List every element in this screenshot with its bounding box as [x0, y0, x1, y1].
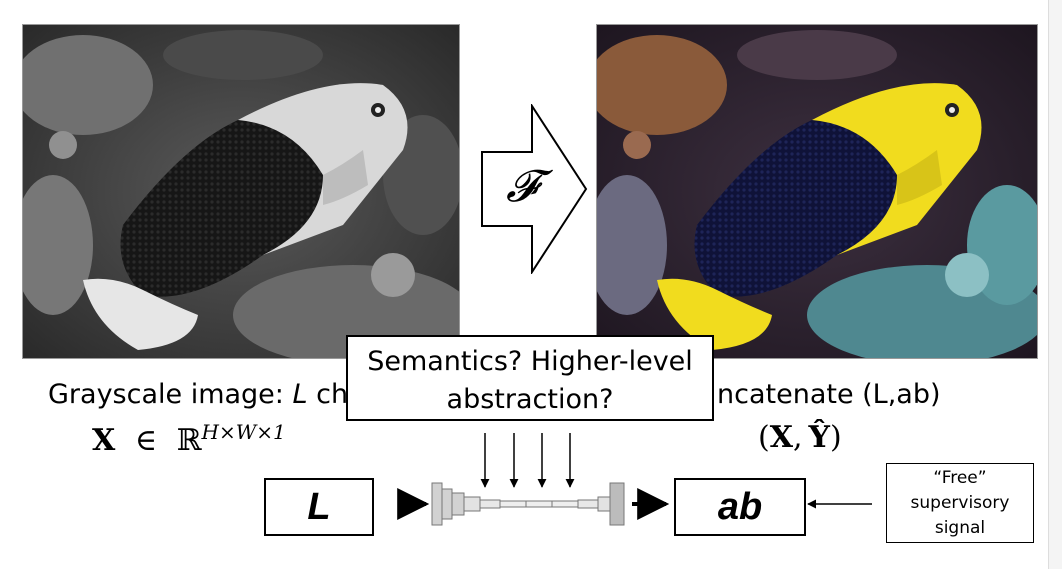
output-ab-box: ab	[674, 478, 806, 536]
right-math: (X, Ŷ)	[758, 420, 842, 455]
colorized-fish-image	[596, 24, 1038, 359]
math-x: X	[92, 423, 116, 458]
math-x2: X	[769, 420, 793, 455]
network-diagram	[397, 433, 872, 526]
math-comma: ,	[793, 420, 803, 455]
math-yhat: Ŷ	[808, 420, 830, 455]
signal-line2: supervisory	[910, 493, 1010, 513]
math-reals: ℝ	[176, 423, 202, 458]
supervisory-signal-box: “Free” supervisory signal	[886, 463, 1034, 543]
edge-strip	[1048, 0, 1062, 569]
operator-label: 𝓕	[506, 161, 539, 212]
math-close: )	[829, 420, 842, 455]
math-exponent: H×W×1	[201, 420, 286, 444]
grayscale-fish-image	[22, 24, 460, 359]
callout-line2: abstraction?	[446, 384, 614, 415]
left-caption-prefix: Grayscale image:	[48, 379, 293, 410]
right-caption: ncatenate (L,ab)	[717, 379, 941, 410]
cnn-network	[431, 482, 625, 526]
left-math: X ∈ ℝH×W×1	[92, 420, 286, 458]
left-caption: Grayscale image: L ch	[48, 379, 348, 410]
transform-arrow	[481, 104, 588, 274]
signal-line3: signal	[934, 518, 986, 538]
semantics-callout: Semantics? Higher-level abstraction?	[346, 335, 714, 421]
math-in: ∈	[134, 423, 158, 458]
callout-line1: Semantics? Higher-level	[367, 346, 693, 377]
input-L-box: L	[264, 478, 374, 536]
math-open: (	[758, 420, 770, 455]
left-caption-italic: L	[292, 379, 308, 410]
left-caption-tail: ch	[307, 379, 349, 410]
signal-line1: “Free”	[933, 468, 987, 488]
